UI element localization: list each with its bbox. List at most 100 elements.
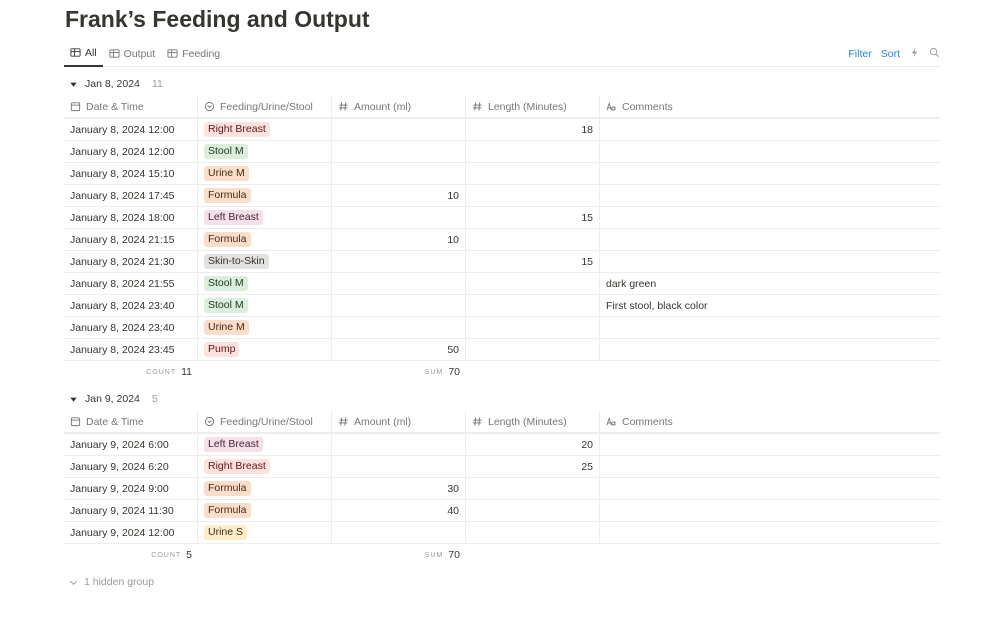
count-calculation[interactable]: COUNT 11 [64, 361, 198, 383]
table-cell: 10 [332, 229, 466, 250]
sum-calculation[interactable]: SUM 70 [332, 361, 466, 383]
table-row[interactable]: January 8, 2024 18:00 Left Breast 15 [64, 207, 940, 229]
column-header[interactable]: Comments [600, 411, 940, 432]
column-name: Amount (ml) [354, 100, 412, 113]
group-header[interactable]: Jan 9, 2024 5 [64, 387, 940, 411]
table-cell [600, 141, 940, 162]
table-cell: Skin-to-Skin [198, 251, 332, 272]
table-cell: January 8, 2024 15:10 [64, 163, 198, 184]
column-header[interactable]: Length (Minutes) [466, 411, 600, 432]
column-name: Length (Minutes) [488, 100, 567, 113]
select-icon [204, 416, 215, 427]
table-cell [600, 251, 940, 272]
table-row[interactable]: January 8, 2024 21:55 Stool M dark green [64, 273, 940, 295]
number-icon [338, 102, 348, 111]
table-row[interactable]: January 8, 2024 23:40 Urine M [64, 317, 940, 339]
table-row[interactable]: January 8, 2024 21:30 Skin-to-Skin 15 [64, 251, 940, 273]
table-cell [332, 434, 466, 455]
table-row[interactable]: January 8, 2024 12:00 Stool M [64, 141, 940, 163]
table-cell [332, 317, 466, 338]
table-cell: Urine S [198, 522, 332, 543]
action-button[interactable]: Sort [880, 47, 900, 60]
column-name: Amount (ml) [354, 415, 412, 428]
group-header[interactable]: Jan 8, 2024 11 [64, 72, 940, 96]
column-header[interactable]: Amount (ml) [332, 411, 466, 432]
calc-label: SUM [424, 368, 444, 376]
table-cell: January 8, 2024 21:30 [64, 251, 198, 272]
table-row[interactable]: January 8, 2024 23:45 Pump 50 [64, 339, 940, 361]
cell-value: January 9, 2024 9:00 [70, 482, 169, 495]
table-row[interactable]: January 9, 2024 6:00 Left Breast 20 [64, 434, 940, 456]
column-header[interactable]: Date & Time [64, 411, 198, 432]
sum-calculation[interactable]: SUM 70 [332, 544, 466, 566]
table-cell: January 8, 2024 12:00 [64, 141, 198, 162]
table-footer: COUNT 11 SUM 70 [64, 361, 940, 383]
table-row[interactable]: January 9, 2024 6:20 Right Breast 25 [64, 456, 940, 478]
cell-value: dark green [606, 277, 657, 290]
select-tag: Right Breast [204, 459, 270, 474]
cell-value: January 8, 2024 21:55 [70, 277, 175, 290]
table-cell: January 9, 2024 12:00 [64, 522, 198, 543]
table-cell: January 9, 2024 6:20 [64, 456, 198, 477]
table-cell: 15 [466, 251, 600, 272]
table-cell: Formula [198, 500, 332, 521]
table-cell: January 8, 2024 12:00 [64, 119, 198, 140]
table-row[interactable]: January 9, 2024 9:00 Formula 30 [64, 478, 940, 500]
table-row[interactable]: January 9, 2024 11:30 Formula 40 [64, 500, 940, 522]
select-tag: Stool M [204, 144, 248, 159]
table-row[interactable]: January 8, 2024 17:45 Formula 10 [64, 185, 940, 207]
table-cell: Stool M [198, 295, 332, 316]
column-header[interactable]: Length (Minutes) [466, 96, 600, 117]
table-cell [466, 229, 600, 250]
cell-value: 20 [581, 438, 593, 451]
action-button[interactable]: Filter [848, 47, 872, 60]
table-cell: January 8, 2024 23:45 [64, 339, 198, 360]
table-cell [600, 207, 940, 228]
select-tag: Formula [204, 188, 251, 203]
column-header[interactable]: Amount (ml) [332, 96, 466, 117]
table-cell [600, 185, 940, 206]
column-header[interactable]: Comments [600, 96, 940, 117]
number-icon [338, 417, 348, 426]
column-header[interactable]: Feeding/Urine/Stool [198, 96, 332, 117]
cell-value: January 8, 2024 17:45 [70, 189, 175, 202]
table-cell: Formula [198, 229, 332, 250]
select-tag: Formula [204, 232, 251, 247]
table-icon [70, 48, 81, 57]
cell-value: January 8, 2024 12:00 [70, 145, 175, 158]
column-header[interactable]: Feeding/Urine/Stool [198, 411, 332, 432]
search-button[interactable] [929, 47, 940, 61]
table-row[interactable]: January 8, 2024 21:15 Formula 10 [64, 229, 940, 251]
table-cell [600, 434, 940, 455]
table-row[interactable]: January 8, 2024 15:10 Urine M [64, 163, 940, 185]
column-header[interactable]: Date & Time [64, 96, 198, 117]
cell-value: 15 [581, 211, 593, 224]
hidden-groups-toggle[interactable]: 1 hidden group [64, 570, 940, 594]
cell-value: January 8, 2024 18:00 [70, 211, 175, 224]
table-cell: 50 [332, 339, 466, 360]
table-cell [466, 339, 600, 360]
view-tab[interactable]: Feeding [161, 40, 226, 67]
tab-label: Output [123, 47, 156, 60]
automation-button[interactable] [909, 47, 920, 61]
select-tag: Left Breast [204, 210, 263, 225]
count-calculation[interactable]: COUNT 5 [64, 544, 198, 566]
table-row[interactable]: January 9, 2024 12:00 Urine S [64, 522, 940, 544]
calc-value: 70 [448, 549, 460, 561]
table-cell: Left Breast [198, 434, 332, 455]
table-row[interactable]: January 8, 2024 12:00 Right Breast 18 [64, 119, 940, 141]
tab-label: All [85, 46, 97, 59]
select-tag: Pump [204, 342, 240, 357]
search-icon [929, 47, 939, 57]
calc-value: 70 [448, 366, 460, 378]
view-tab[interactable]: Output [103, 40, 162, 67]
table-cell [466, 478, 600, 499]
cell-value: 30 [447, 482, 459, 495]
table-row[interactable]: January 8, 2024 23:40 Stool M First stool,… [64, 295, 940, 317]
cell-value: 18 [581, 123, 593, 136]
view-tab[interactable]: All [64, 40, 103, 67]
table-cell [600, 478, 940, 499]
table-cell [466, 185, 600, 206]
cell-value: January 8, 2024 23:40 [70, 321, 175, 334]
